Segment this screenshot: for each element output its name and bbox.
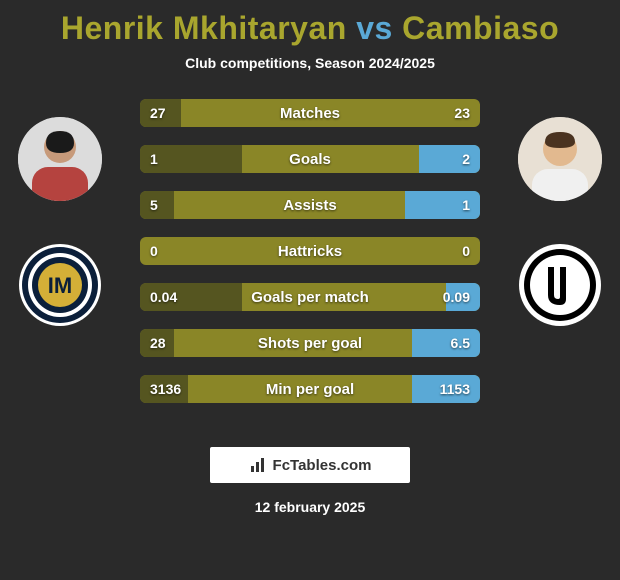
- stat-label: Matches: [140, 99, 480, 127]
- stat-row: 2723Matches: [140, 99, 480, 127]
- stats-area: IM 2723Matches 12Goals 51Assists 00Hattrick…: [0, 99, 620, 429]
- player1-avatar: [18, 117, 102, 201]
- stat-label: Min per goal: [140, 375, 480, 403]
- chart-icon: [249, 456, 267, 474]
- stat-row: 286.5Shots per goal: [140, 329, 480, 357]
- player2-club-badge: [518, 243, 602, 327]
- stat-row: 0.040.09Goals per match: [140, 283, 480, 311]
- vs-text: vs: [356, 10, 393, 46]
- stat-row: 31361153Min per goal: [140, 375, 480, 403]
- logo-text: FcTables.com: [273, 457, 372, 474]
- player1-club-badge: IM: [18, 243, 102, 327]
- subtitle: Club competitions, Season 2024/2025: [0, 55, 620, 71]
- stat-label: Hattricks: [140, 237, 480, 265]
- player2-name: Cambiaso: [402, 10, 559, 46]
- stat-row: 00Hattricks: [140, 237, 480, 265]
- stat-label: Goals per match: [140, 283, 480, 311]
- stat-label: Goals: [140, 145, 480, 173]
- fctables-logo: FcTables.com: [210, 447, 410, 483]
- date-text: 12 february 2025: [0, 499, 620, 515]
- stat-row: 12Goals: [140, 145, 480, 173]
- stat-row: 51Assists: [140, 191, 480, 219]
- stat-label: Assists: [140, 191, 480, 219]
- stat-bars: 2723Matches 12Goals 51Assists 00Hattricks 0.…: [140, 99, 480, 421]
- player2-avatar: [518, 117, 602, 201]
- svg-text:IM: IM: [48, 273, 72, 298]
- player1-name: Henrik Mkhitaryan: [61, 10, 347, 46]
- page-title: Henrik Mkhitaryan vs Cambiaso: [0, 0, 620, 47]
- stat-label: Shots per goal: [140, 329, 480, 357]
